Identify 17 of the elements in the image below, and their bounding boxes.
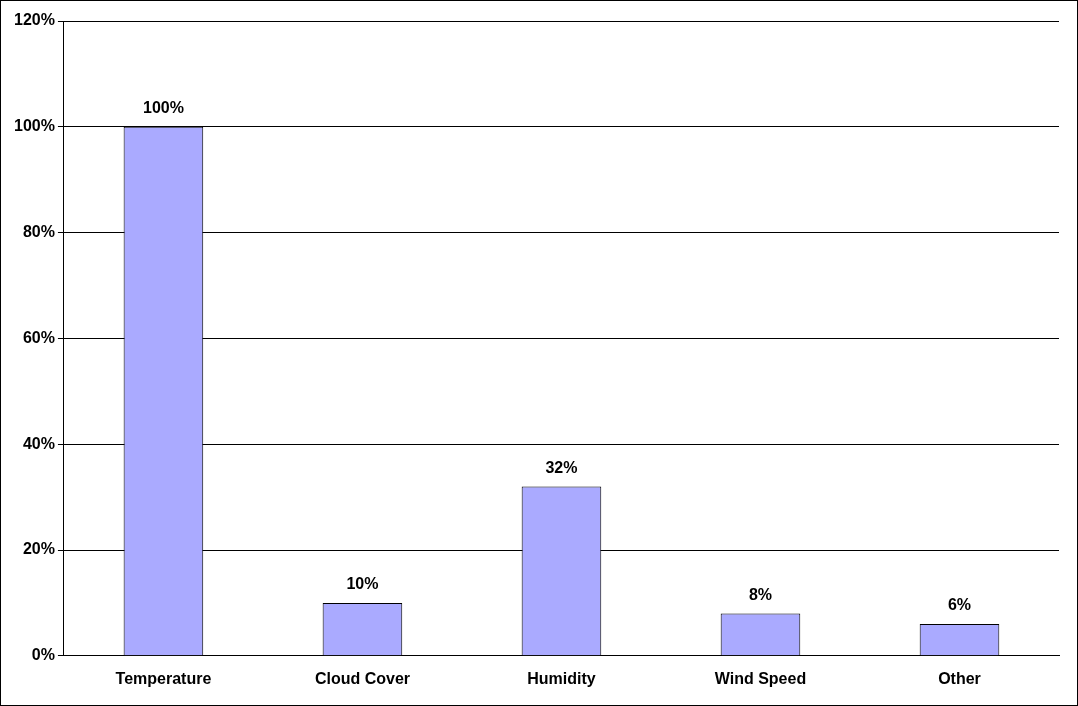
y-tick-label: 60% bbox=[22, 328, 55, 346]
x-tick-label: Humidity bbox=[527, 669, 596, 687]
y-tick-label: 0% bbox=[31, 646, 55, 664]
data-label: 100% bbox=[142, 99, 184, 117]
data-label: 6% bbox=[947, 596, 972, 614]
y-tick-label: 40% bbox=[22, 434, 55, 452]
y-tick-label: 80% bbox=[22, 223, 55, 241]
y-tick-label: 120% bbox=[14, 11, 55, 29]
x-tick-label: Cloud Cover bbox=[314, 669, 411, 687]
x-tick-label: Temperature bbox=[115, 669, 212, 687]
y-tick-label: 100% bbox=[14, 117, 55, 135]
data-label: 8% bbox=[748, 585, 773, 603]
y-tick-label: 20% bbox=[22, 540, 55, 558]
data-label: 10% bbox=[346, 575, 379, 593]
x-tick-label: Wind Speed bbox=[714, 669, 807, 687]
x-tick-label: Other bbox=[938, 669, 981, 687]
data-label: 32% bbox=[545, 458, 578, 476]
